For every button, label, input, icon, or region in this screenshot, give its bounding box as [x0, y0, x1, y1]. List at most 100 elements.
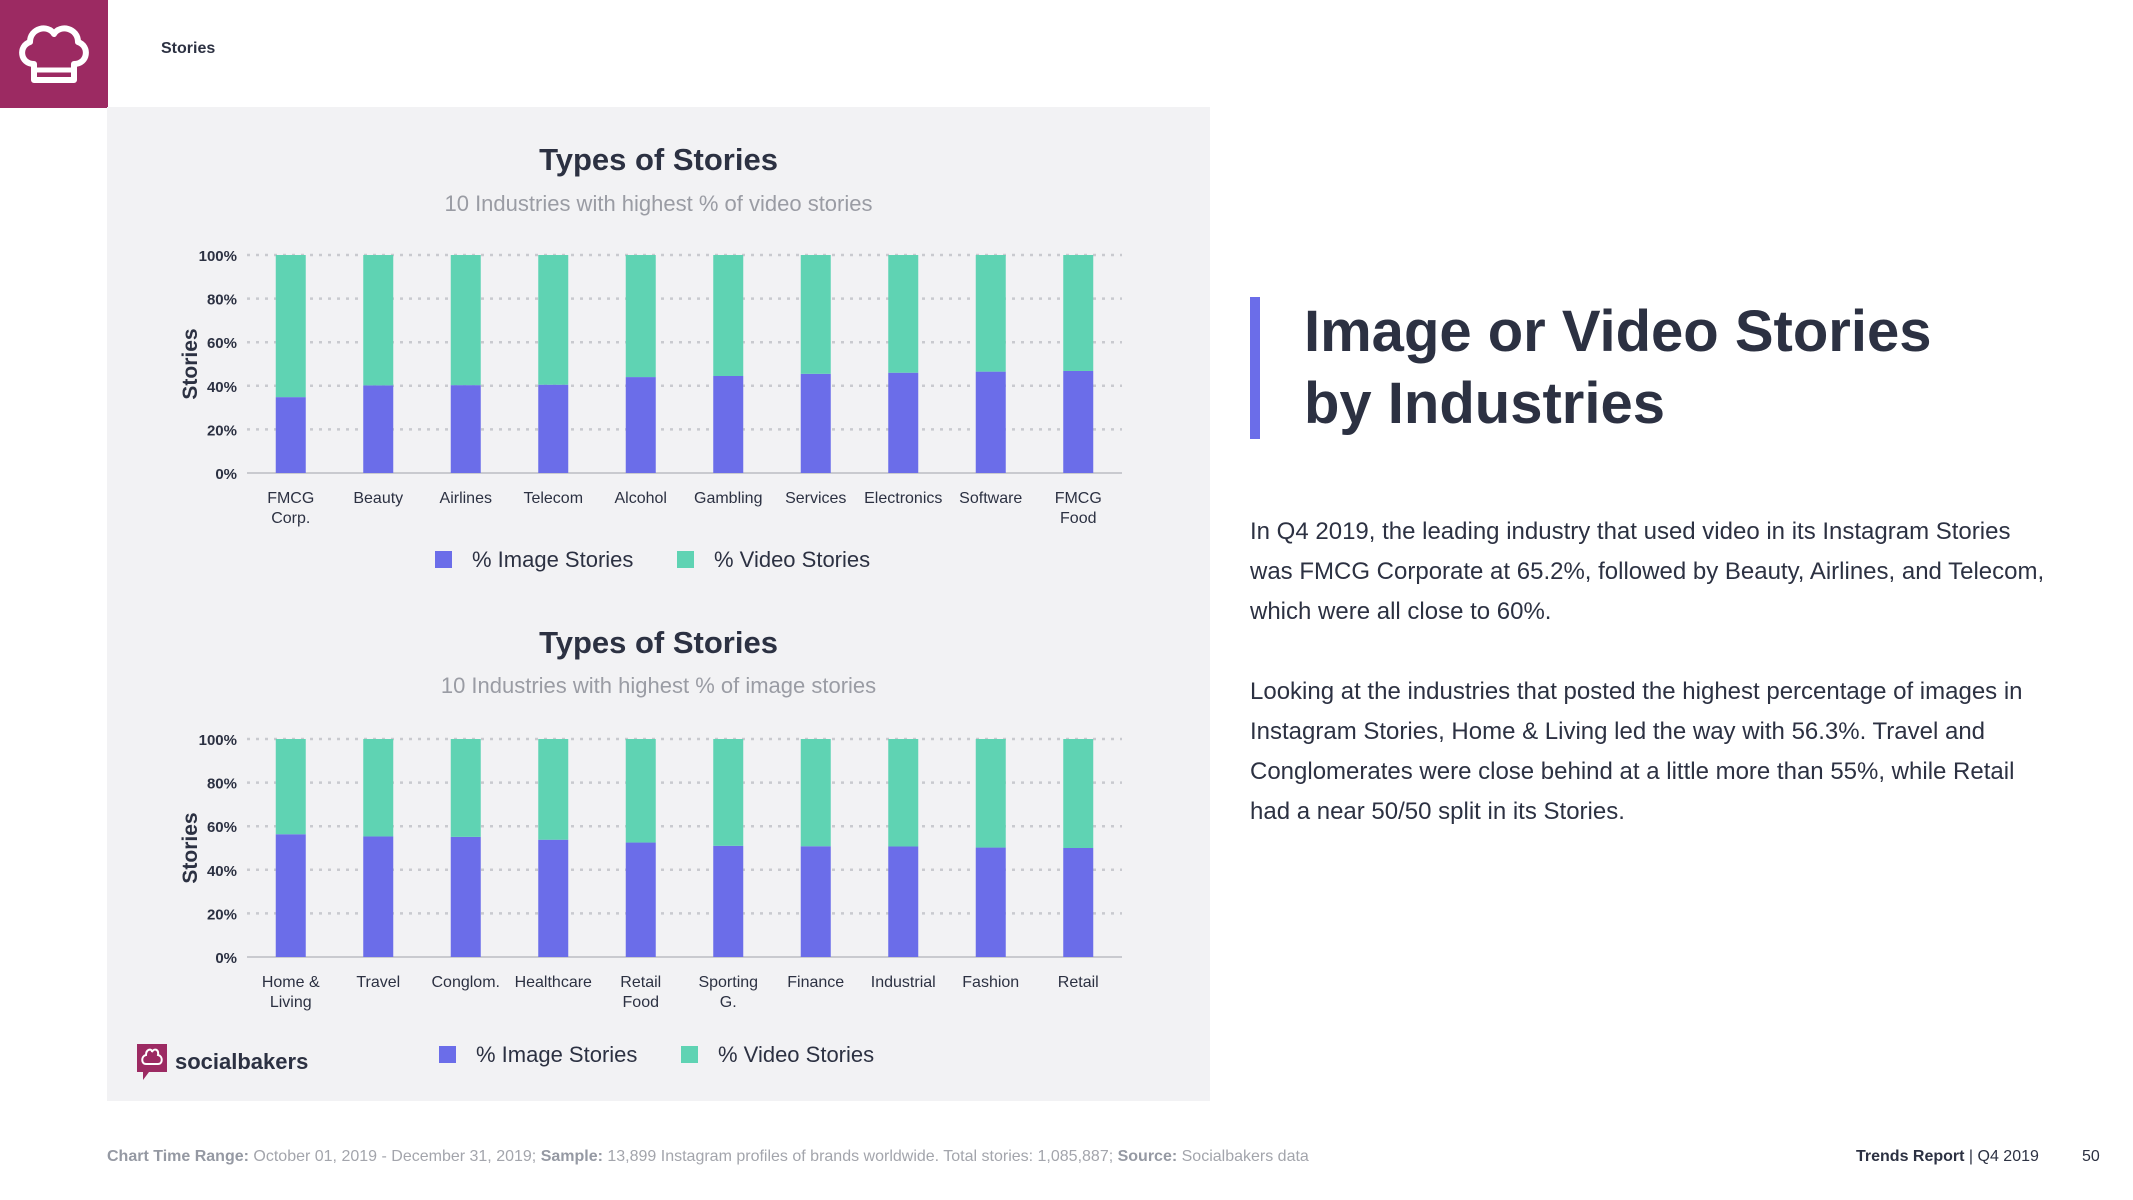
legend-label: % Image Stories: [476, 1042, 637, 1067]
x-tick-label: Living: [270, 994, 312, 1011]
headline: Image or Video Stories by Industries: [1304, 296, 2064, 440]
y-tick-label: 20%: [207, 422, 237, 439]
x-tick-label: Healthcare: [515, 974, 592, 991]
bar-image-stories: [975, 847, 1006, 957]
bar-video-stories: [800, 739, 831, 847]
bar-image-stories: [975, 371, 1006, 473]
x-tick-label: Industrial: [871, 974, 936, 991]
bar-image-stories: [800, 846, 831, 957]
x-tick-label: Fashion: [962, 974, 1019, 991]
body-paragraph-1: In Q4 2019, the leading industry that us…: [1250, 518, 2045, 625]
bar-video-stories: [888, 739, 919, 847]
chart-video-stories: Types of Stories 10 Industries with high…: [107, 107, 1210, 587]
x-tick-label: Software: [959, 490, 1022, 507]
page-number: 50: [2082, 1148, 2100, 1165]
x-tick-label: Gambling: [694, 490, 762, 507]
x-tick-label: Home &: [262, 974, 320, 991]
bar-video-stories: [713, 739, 744, 846]
x-tick-label: Electronics: [864, 490, 942, 507]
x-tick-label: G.: [720, 994, 737, 1011]
brand-mark: socialbakers: [135, 1042, 308, 1082]
bar-video-stories: [275, 255, 306, 398]
y-tick-label: 100%: [199, 248, 237, 265]
bar-video-stories: [450, 255, 481, 386]
legend-swatch-video: [677, 551, 694, 568]
footer-source: Chart Time Range: October 01, 2019 - Dec…: [107, 1148, 1309, 1166]
footer-report-period: | Q4 2019: [1964, 1148, 2039, 1165]
accent-bar: [1250, 297, 1260, 439]
bar-image-stories: [450, 836, 481, 957]
bar-image-stories: [888, 372, 919, 473]
legend-label: % Image Stories: [472, 547, 633, 572]
legend-swatch-image: [439, 1046, 456, 1063]
bar-video-stories: [450, 739, 481, 837]
bar-image-stories: [275, 834, 306, 957]
footer-report-name: Trends Report: [1856, 1148, 1965, 1165]
bar-video-stories: [888, 255, 919, 373]
chart-plot: Stories 0% 20% 40% 60% 80% 100% FMCG Corp. Beauty…: [179, 248, 1122, 572]
chart-subtitle: 10 Industries with highest % of video st…: [444, 191, 873, 216]
x-tick-label: Airlines: [440, 490, 492, 507]
brand-name: socialbakers: [175, 1049, 309, 1074]
y-tick-label: 80%: [207, 292, 237, 309]
x-tick-label: Travel: [356, 974, 400, 991]
bar-video-stories: [1063, 255, 1094, 371]
headline-line-2: by Industries: [1304, 371, 1665, 436]
x-tick-label: Food: [623, 994, 659, 1011]
chat-chef-icon: [137, 1044, 167, 1080]
bar-video-stories: [800, 255, 831, 374]
x-tick-label: Retail: [620, 974, 661, 991]
body-paragraph-2: Looking at the industries that posted th…: [1250, 678, 2023, 825]
legend-swatch-image: [435, 551, 452, 568]
bar-image-stories: [888, 846, 919, 957]
y-tick-label: 20%: [207, 906, 237, 923]
y-axis-title: Stories: [179, 812, 202, 883]
x-tick-label: Finance: [787, 974, 844, 991]
bar-image-stories: [625, 377, 656, 473]
bar-image-stories: [800, 373, 831, 473]
bar-video-stories: [625, 739, 656, 843]
section-label: Stories: [161, 40, 216, 57]
bar-video-stories: [625, 255, 656, 378]
bar-video-stories: [363, 255, 394, 386]
x-tick-label: Food: [1060, 510, 1096, 527]
bar-video-stories: [975, 255, 1006, 372]
bar-video-stories: [1063, 739, 1094, 848]
y-axis-title: Stories: [179, 328, 202, 399]
bar-image-stories: [363, 836, 394, 957]
y-tick-label: 100%: [199, 732, 237, 749]
chart-plot: Stories 0% 20% 40% 60% 80% 100% Home & Living Tra…: [179, 732, 1122, 1067]
bar-image-stories: [275, 397, 306, 473]
bar-video-stories: [363, 739, 394, 837]
bar-image-stories: [363, 385, 394, 473]
bar-image-stories: [538, 839, 569, 957]
bar-image-stories: [1063, 370, 1094, 473]
y-tick-label: 60%: [207, 335, 237, 352]
bar-video-stories: [538, 255, 569, 385]
footer-source-label: Source:: [1117, 1148, 1178, 1165]
y-tick-label: 40%: [207, 379, 237, 396]
footer-range-value: October 01, 2019 - December 31, 2019;: [248, 1148, 541, 1165]
charts-panel: Types of Stories 10 Industries with high…: [107, 107, 1210, 1101]
bar-video-stories: [538, 739, 569, 840]
bar-image-stories: [713, 845, 744, 957]
chart-subtitle: 10 Industries with highest % of image st…: [440, 673, 877, 698]
footer-sample-value: 13,899 Instagram profiles of brands worl…: [602, 1148, 1118, 1165]
bar-video-stories: [713, 255, 744, 376]
bar-video-stories: [975, 739, 1006, 848]
bar-image-stories: [1063, 848, 1094, 957]
bar-image-stories: [450, 385, 481, 473]
legend-label: % Video Stories: [718, 1042, 874, 1067]
x-tick-label: Services: [785, 490, 846, 507]
x-tick-label: Beauty: [353, 490, 403, 507]
chart-title: Types of Stories: [539, 142, 778, 177]
y-tick-label: 80%: [207, 776, 237, 793]
chart-image-stories: Types of Stories 10 Industries with high…: [107, 591, 1210, 1071]
y-tick-label: 0%: [215, 466, 237, 483]
brand-logo: [0, 0, 108, 108]
bar-image-stories: [713, 375, 744, 473]
x-tick-label: Alcohol: [615, 490, 667, 507]
y-tick-label: 0%: [215, 950, 237, 967]
x-tick-label: FMCG: [1055, 490, 1102, 507]
footer-sample-label: Sample:: [540, 1148, 603, 1165]
